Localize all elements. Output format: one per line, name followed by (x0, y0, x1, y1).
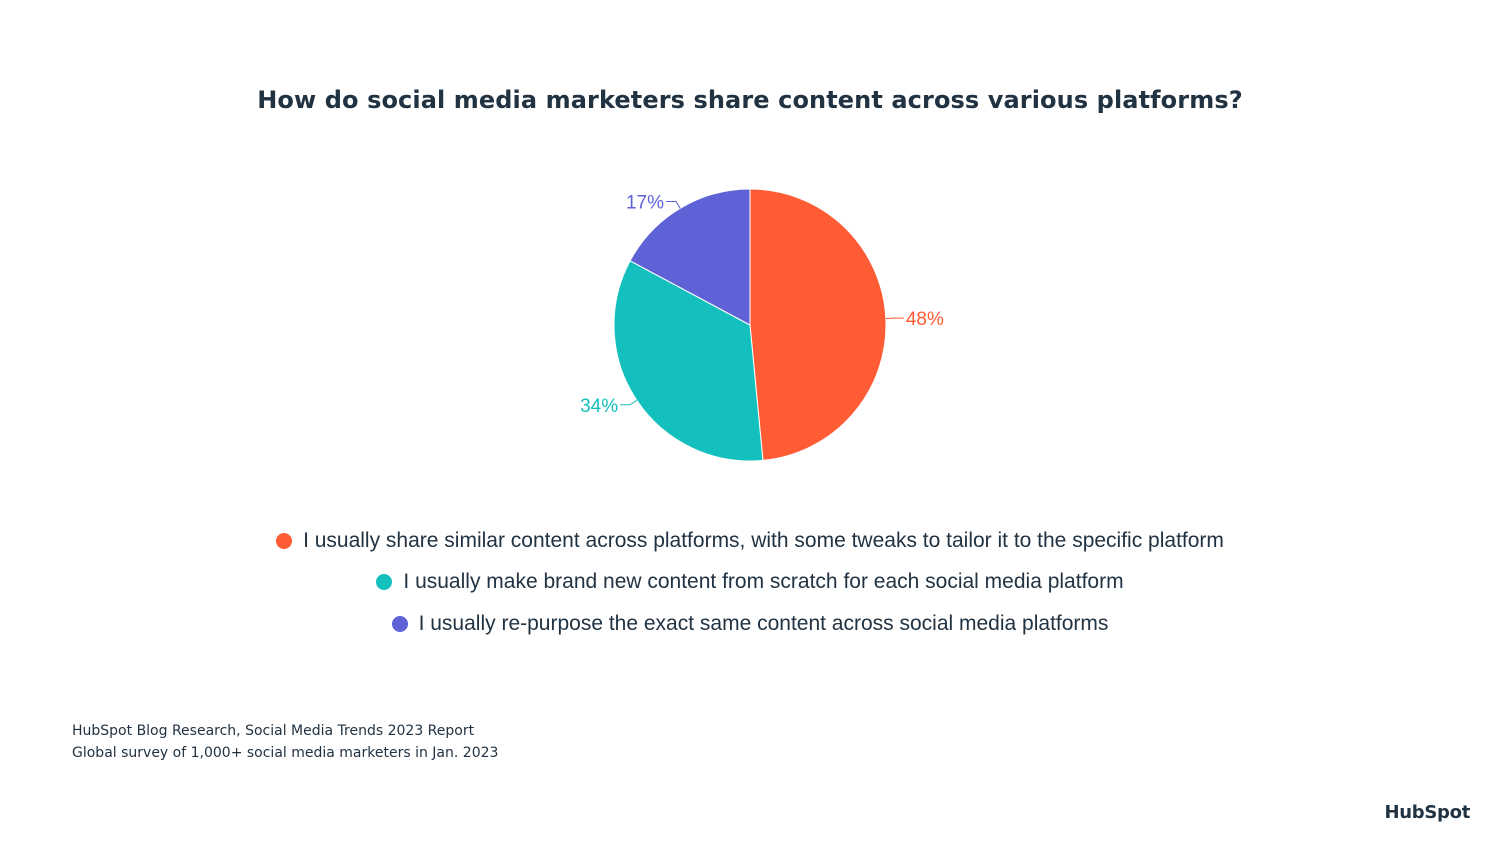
legend-label-similar-content: I usually share similar content across p… (303, 528, 1224, 552)
chart-legend: I usually share similar content across p… (0, 520, 1500, 645)
leader-line-new-content (620, 399, 638, 406)
chart-title: How do social media marketers share cont… (257, 86, 1243, 114)
legend-item-repurpose-content: I usually re-purpose the exact same cont… (0, 603, 1500, 645)
leader-line-repurpose-content (666, 200, 681, 209)
hubspot-logo: HubSpot (1384, 802, 1471, 823)
legend-dot-similar-content (276, 532, 293, 549)
legend-dot-repurpose-content (391, 615, 408, 632)
pie-slice-similar-content (749, 188, 887, 461)
slice-label-new-content: 34% (580, 396, 618, 417)
legend-label-new-content: I usually make brand new content from sc… (403, 570, 1124, 594)
source-note: HubSpot Blog Research, Social Media Tren… (72, 720, 498, 764)
legend-item-new-content: I usually make brand new content from sc… (0, 562, 1500, 604)
slice-label-repurpose-content: 17% (626, 192, 664, 213)
legend-item-similar-content: I usually share similar content across p… (0, 520, 1500, 562)
source-line-report: HubSpot Blog Research, Social Media Tren… (72, 723, 475, 739)
source-line-survey: Global survey of 1,000+ social media mar… (72, 745, 499, 761)
legend-label-repurpose-content: I usually re-purpose the exact same cont… (418, 611, 1109, 635)
pie-slice-new-content (613, 260, 764, 462)
slice-label-similar-content: 48% (906, 309, 944, 330)
legend-dot-new-content (376, 574, 393, 591)
